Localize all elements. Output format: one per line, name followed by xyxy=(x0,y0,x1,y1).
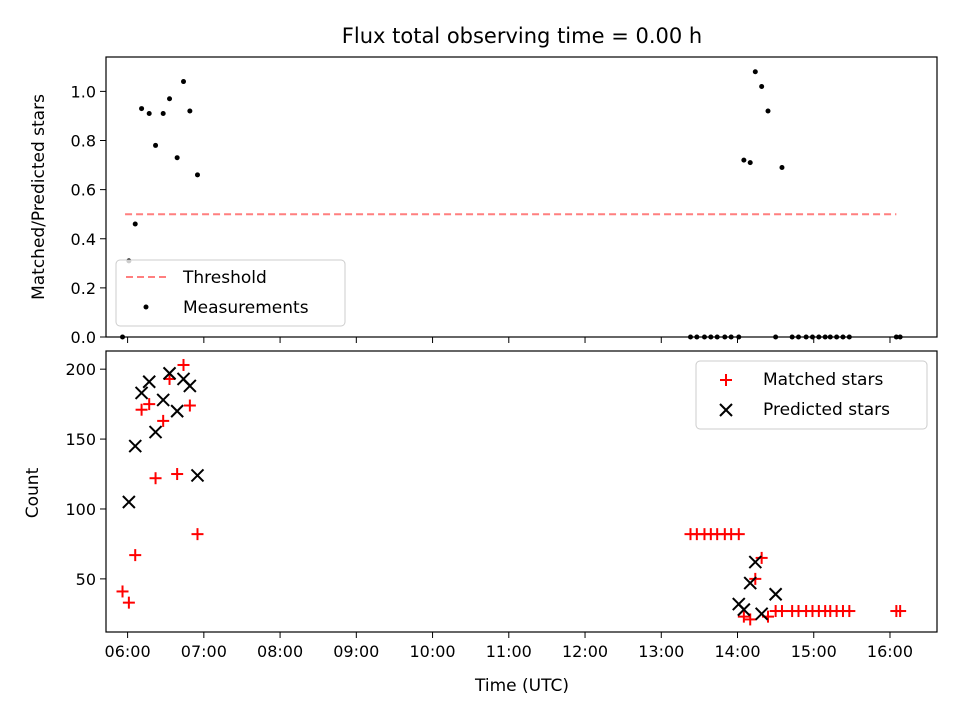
matched-point xyxy=(755,551,768,564)
x-tick-label: 06:00 xyxy=(105,642,151,661)
measurement-point xyxy=(181,79,187,85)
predicted-legend-swatch xyxy=(719,403,733,417)
bottom-plot-area: 50 100 150 200 06:00 07:00 08:00 09:00 10:00 11:0… xyxy=(65,350,938,661)
measurement-point xyxy=(747,160,753,166)
matched-point xyxy=(894,605,907,618)
predicted-point xyxy=(737,602,751,617)
threshold-legend-label: Threshold xyxy=(182,268,267,288)
predicted-point xyxy=(162,366,177,381)
matched-point xyxy=(191,528,204,541)
predicted-point xyxy=(134,386,149,400)
predicted-point xyxy=(156,393,170,407)
matched-point xyxy=(744,613,757,626)
top-y-axis-label: Matched/Predicted stars xyxy=(29,94,49,300)
top-y-tick-label: 0.2 xyxy=(71,279,96,298)
measurement-point xyxy=(187,108,193,114)
x-tick-label: 16:00 xyxy=(867,642,913,661)
chart-title: Flux total observing time = 0.00 h xyxy=(342,24,702,48)
bottom-y-tick-label: 50 xyxy=(76,570,96,589)
matched-point xyxy=(732,528,745,541)
predicted-point xyxy=(148,425,163,439)
predicted-point xyxy=(754,607,769,621)
matched-point xyxy=(737,610,750,623)
x-axis-label: Time (UTC) xyxy=(474,676,569,696)
measurement-point xyxy=(132,221,138,227)
bottom-y-axis-label: Count xyxy=(23,467,43,518)
bottom-legend-frame xyxy=(695,360,928,430)
top-y-tick-label: 0.0 xyxy=(71,328,96,347)
predicted-point xyxy=(128,439,142,453)
top-axes-frame xyxy=(105,56,938,338)
x-tick-label: 08:00 xyxy=(257,642,303,661)
predicted-point xyxy=(768,587,783,601)
x-tick-label: 12:00 xyxy=(562,642,608,661)
bottom-y-tick-label: 150 xyxy=(65,430,96,449)
predicted-point xyxy=(190,468,205,483)
top-y-tick-label: 1.0 xyxy=(71,82,96,101)
measurement-point xyxy=(139,106,145,112)
measurement-point xyxy=(167,96,173,102)
x-tick-label: 11:00 xyxy=(486,642,532,661)
matched-point xyxy=(775,605,788,618)
matched-point xyxy=(129,549,142,562)
matched-point xyxy=(135,403,148,416)
matched-point xyxy=(149,472,162,485)
predicted-point xyxy=(122,495,136,509)
x-tick-label: 10:00 xyxy=(410,642,456,661)
matched-point xyxy=(116,585,129,598)
x-tick-label: 15:00 xyxy=(791,642,837,661)
measurements-legend-swatch xyxy=(143,304,149,310)
predicted-point xyxy=(748,555,763,569)
x-tick-label: 13:00 xyxy=(638,642,684,661)
measurement-point xyxy=(765,108,771,114)
matched-point xyxy=(163,372,176,385)
matched-legend-swatch xyxy=(720,374,732,386)
measurement-point xyxy=(153,142,159,148)
x-tick-label: 07:00 xyxy=(181,642,227,661)
matched-point xyxy=(122,596,135,609)
x-tick-label: 09:00 xyxy=(333,642,379,661)
bottom-y-tick-label: 100 xyxy=(65,500,96,519)
measurement-point xyxy=(160,110,166,116)
matched-point xyxy=(157,414,170,427)
measurement-point xyxy=(759,83,765,89)
bottom-y-tick-label: 200 xyxy=(65,360,96,379)
predicted-point xyxy=(743,576,757,590)
matched-point xyxy=(177,358,190,371)
measurements-legend-label: Measurements xyxy=(183,298,309,318)
predicted-point xyxy=(170,404,184,418)
measurement-point xyxy=(779,165,785,171)
predicted-point xyxy=(142,375,156,389)
matched-point xyxy=(143,398,156,411)
matched-point xyxy=(183,399,196,412)
top-y-tick-label: 0.8 xyxy=(71,132,96,151)
bottom-axes-frame xyxy=(105,350,938,633)
predicted-point xyxy=(183,379,197,393)
measurement-point xyxy=(174,155,180,161)
matched-legend-label: Matched stars xyxy=(763,370,883,390)
measurement-point xyxy=(752,69,758,75)
matched-point xyxy=(171,468,184,481)
top-legend-frame xyxy=(115,259,346,327)
top-y-tick-label: 0.4 xyxy=(71,230,96,249)
matched-point xyxy=(843,605,856,618)
measurement-point xyxy=(741,157,747,163)
top-plot-area: 0.0 0.2 0.4 0.6 0.8 1.0 xyxy=(71,56,938,347)
x-tick-label: 14:00 xyxy=(714,642,760,661)
measurement-point xyxy=(194,172,200,178)
measurement-point xyxy=(146,110,152,116)
predicted-legend-label: Predicted stars xyxy=(763,400,890,420)
top-legend: Threshold Measurements xyxy=(115,259,346,327)
bottom-legend: Matched stars Predicted stars xyxy=(695,360,928,430)
top-y-tick-label: 0.6 xyxy=(71,181,96,200)
